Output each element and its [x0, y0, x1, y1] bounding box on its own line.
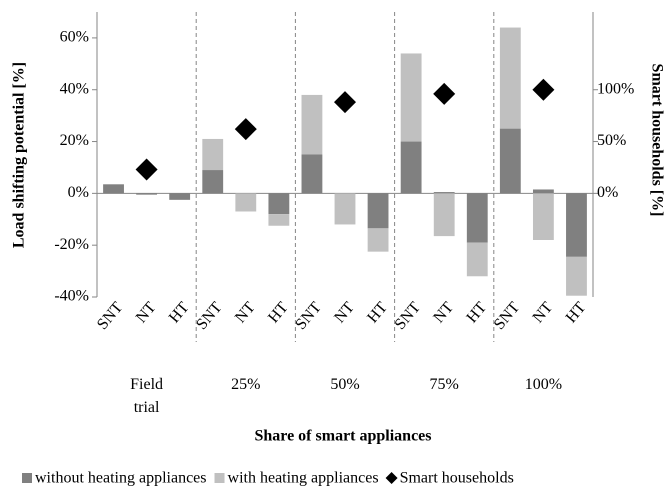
bar — [301, 154, 323, 194]
bar — [301, 94, 323, 155]
legend-marker — [385, 472, 398, 484]
marker — [334, 91, 356, 114]
x-tick-label: SNT — [392, 299, 425, 333]
bar — [400, 53, 422, 142]
x-axis-title: Share of smart appliances — [254, 428, 431, 445]
bar — [566, 256, 587, 296]
group-label: Field trial — [130, 376, 163, 416]
bar — [235, 193, 257, 212]
y-tick-label: 60% — [60, 29, 89, 46]
group-label: 75% — [430, 376, 459, 393]
y-tick-label: 20% — [60, 132, 89, 149]
bar — [136, 193, 158, 195]
y-tick-label: 0% — [68, 184, 89, 201]
y2-tick-label: 0% — [597, 184, 618, 201]
x-tick-label: SNT — [491, 299, 524, 333]
y-tick-label: -20% — [54, 236, 89, 253]
x-tick-label: HT — [563, 299, 590, 326]
bar — [202, 138, 224, 171]
bar — [367, 228, 389, 252]
x-tick-label: HT — [265, 299, 292, 326]
x-tick-label: NT — [331, 299, 358, 326]
bar — [103, 184, 124, 194]
bar — [268, 193, 290, 215]
bar — [499, 27, 521, 129]
marker — [532, 78, 555, 101]
legend-label: Smart households — [400, 470, 514, 487]
y-tick-label: -40% — [54, 288, 89, 305]
marker — [234, 118, 257, 141]
marker — [433, 82, 456, 105]
y-axis-title: Load shifting potential [%] — [11, 62, 28, 248]
bar — [499, 128, 521, 194]
legend-swatch — [22, 473, 32, 483]
x-tick-label: SNT — [292, 299, 325, 333]
x-tick-label: HT — [166, 299, 193, 326]
bar — [466, 242, 488, 277]
bar — [532, 189, 554, 194]
group-label: 100% — [525, 376, 562, 393]
bar — [268, 214, 290, 226]
legend-swatch — [214, 473, 225, 483]
y2-axis-title: Smart households [%] — [648, 64, 665, 217]
bar — [433, 192, 455, 194]
legend-label: with heating appliances — [228, 470, 379, 487]
group-label: 25% — [231, 376, 260, 393]
x-tick-label: NT — [232, 299, 259, 326]
y2-tick-label: 50% — [597, 132, 626, 149]
x-tick-label: HT — [364, 299, 391, 326]
bar — [202, 170, 224, 194]
group-label: 50% — [330, 376, 359, 393]
x-tick-label: NT — [530, 299, 557, 326]
x-tick-label: SNT — [193, 299, 226, 333]
marker — [135, 158, 158, 181]
x-tick-label: HT — [463, 299, 490, 326]
y-tick-label: 40% — [60, 80, 89, 97]
x-tick-label: NT — [430, 299, 457, 326]
bar — [566, 193, 587, 257]
x-tick-label: NT — [133, 299, 160, 326]
legend-label: without heating appliances — [35, 470, 207, 487]
bar — [169, 193, 191, 200]
x-tick-label: SNT — [94, 299, 127, 333]
bar — [400, 141, 422, 194]
bar — [433, 193, 455, 237]
y2-tick-label: 100% — [597, 80, 634, 97]
bar — [367, 193, 389, 229]
bar — [466, 193, 488, 243]
bar — [334, 193, 356, 225]
bar — [532, 193, 554, 240]
